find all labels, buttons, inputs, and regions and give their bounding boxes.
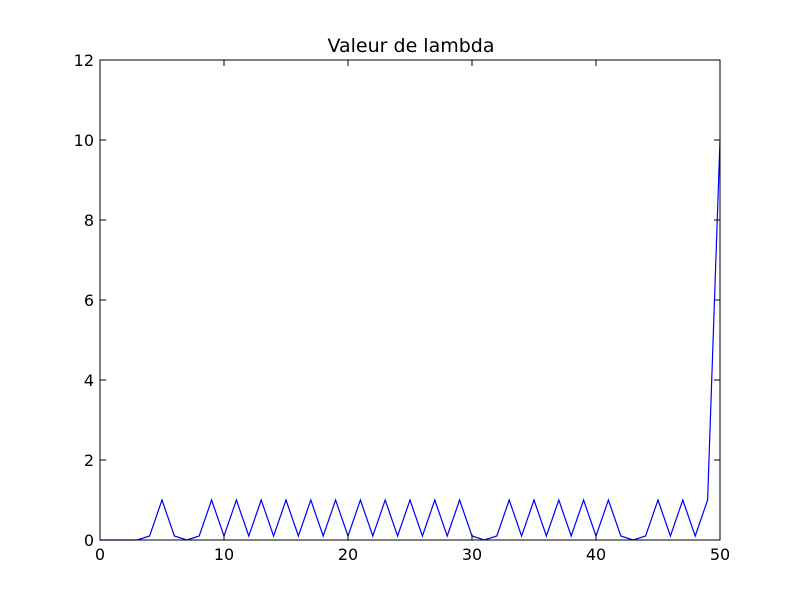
x-tick-label: 10 — [214, 545, 234, 564]
series-line — [100, 139, 721, 541]
x-tick-label: 50 — [710, 545, 730, 564]
y-tick-label: 10 — [74, 131, 94, 150]
y-tick-label: 0 — [84, 531, 94, 550]
y-tick-label: 12 — [74, 51, 94, 70]
plot-area: 0 10 20 30 40 50 0 2 4 6 8 10 12 — [74, 51, 731, 564]
chart-title: Valeur de lambda — [327, 35, 494, 57]
x-tick-label: 30 — [462, 545, 482, 564]
y-tick-label: 8 — [84, 211, 94, 230]
y-tick-label: 6 — [84, 291, 94, 310]
y-tick-label: 2 — [84, 451, 94, 470]
y-tick-label: 4 — [84, 371, 94, 390]
x-tick-label: 20 — [338, 545, 358, 564]
x-tick-label: 40 — [586, 545, 606, 564]
x-tick-label: 0 — [95, 545, 105, 564]
